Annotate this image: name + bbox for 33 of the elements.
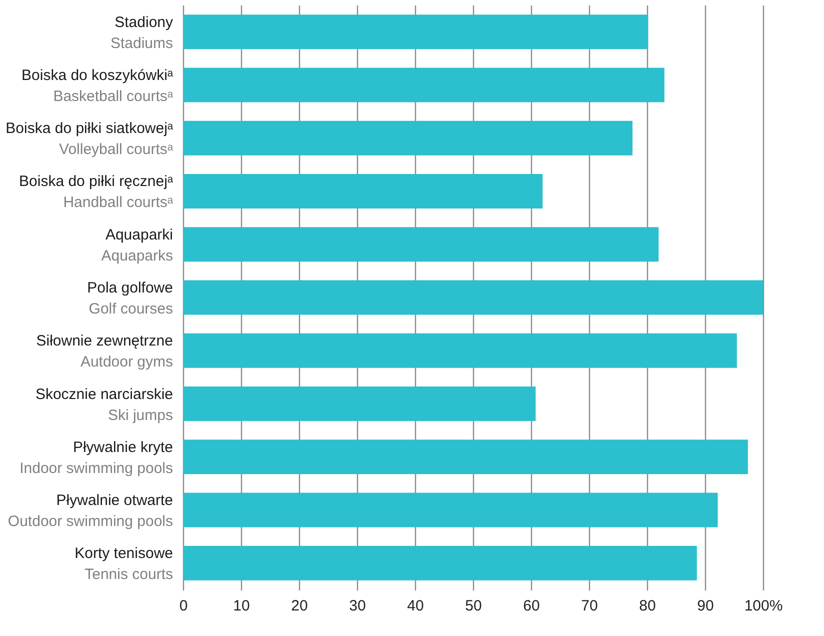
x-tick-label: 70: [581, 598, 598, 614]
category-label: Korty tenisowe Tennis courts: [74, 545, 173, 584]
x-tick-label: 30: [349, 598, 366, 614]
x-tick-label: 80: [639, 598, 656, 614]
x-tick-label: 0: [179, 598, 188, 614]
category-label: Aquaparki Aquaparks: [101, 226, 173, 264]
bar: [183, 174, 543, 208]
x-tick-label: 60: [523, 598, 540, 614]
x-tick-label: 20: [291, 598, 308, 614]
x-tick-label: 10: [233, 598, 250, 614]
category-label: Pływalnie kryte Indoor swimming pools: [20, 438, 173, 477]
bar: [183, 14, 648, 50]
bar: [183, 546, 697, 580]
category-label: Boiska do piłki siatkowejᵃ Volleyball courtsᵃ: [6, 120, 173, 158]
bar: [183, 492, 718, 528]
bar: [183, 440, 748, 474]
category-label: Boiska do piłki ręcznejᵃ Handball courtsᵃ: [19, 173, 173, 212]
category-label: Pola golfowe Golf courses: [87, 280, 173, 318]
category-label: Skocznie narciarskie Ski jumps: [35, 386, 173, 424]
category-label: Stadiony Stadiums: [110, 14, 173, 52]
x-tick-label: 90: [697, 598, 714, 614]
bar: [183, 386, 536, 422]
x-tick-label: 50: [465, 598, 482, 614]
bar: [183, 227, 659, 262]
category-label: Boiska do koszykówkiᵃ Basketball courtsᵃ: [22, 66, 173, 105]
bar: [183, 280, 763, 315]
category-label: Siłownie zewnętrzne Autdoor gyms: [36, 332, 173, 371]
x-tick-label: 40: [407, 598, 424, 614]
bar: [183, 120, 632, 156]
category-label: Pływalnie otwarte Outdoor swimming pools: [8, 492, 173, 530]
bar: [183, 68, 664, 102]
bar: [183, 333, 737, 368]
x-tick-label: 100%: [744, 598, 783, 614]
